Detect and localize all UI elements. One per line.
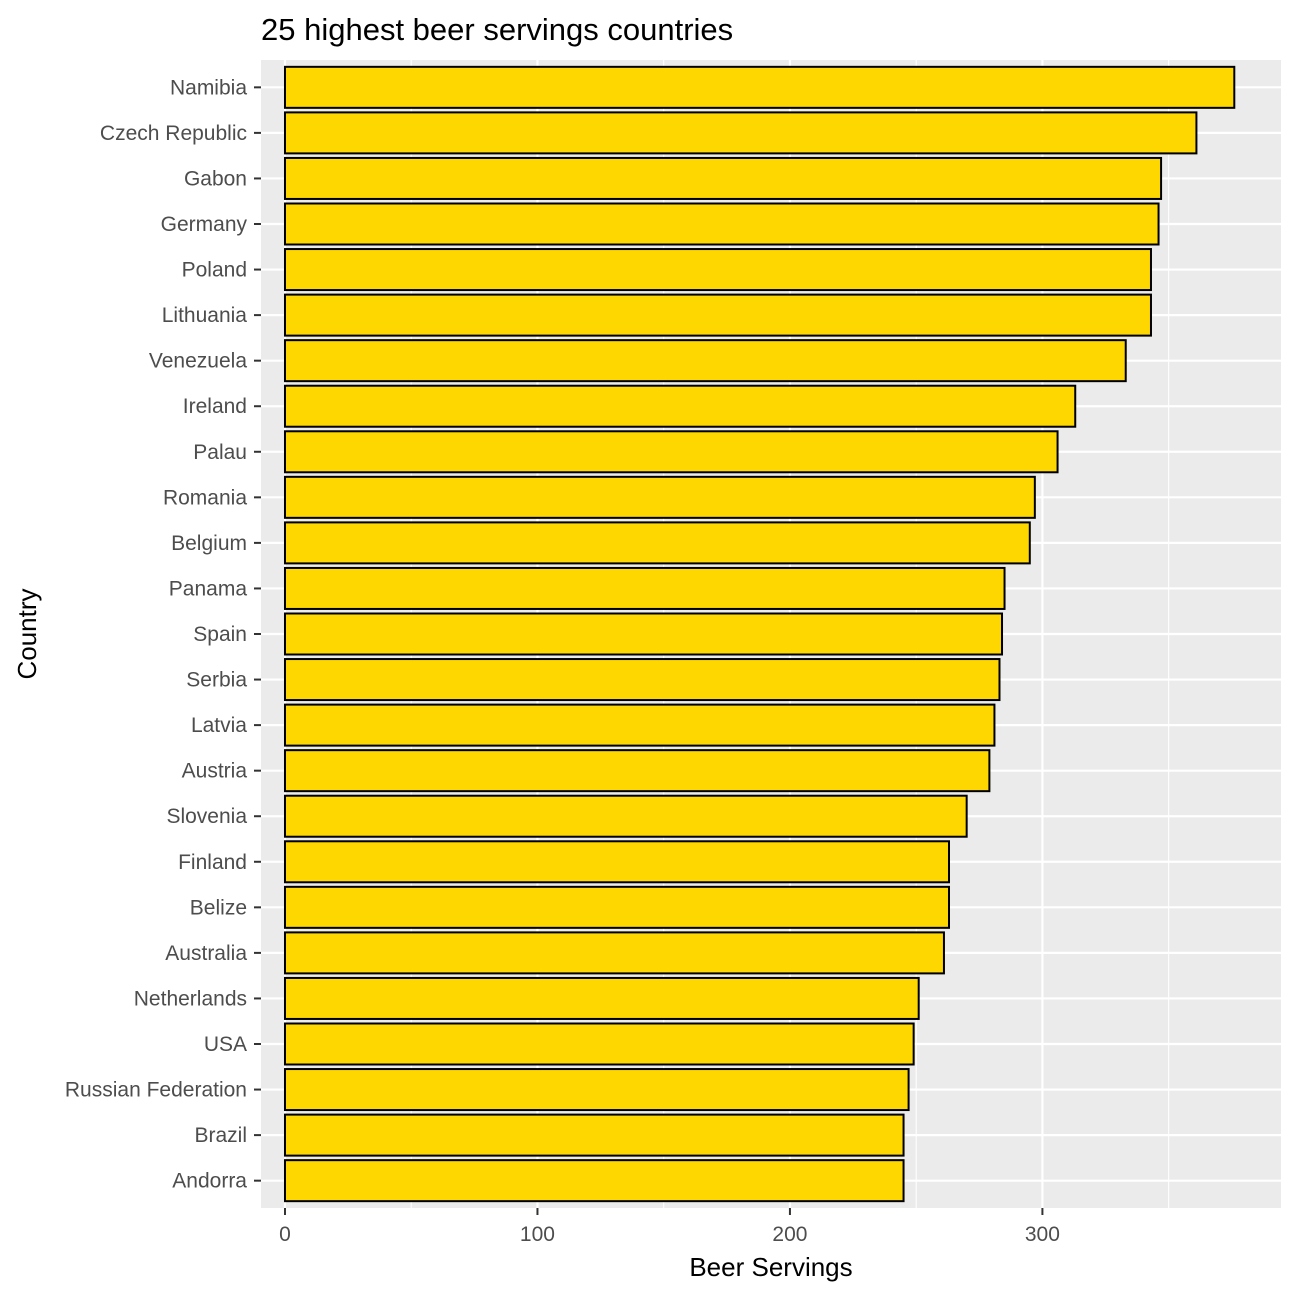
y-tick-label: Andorra xyxy=(172,1170,247,1193)
bar xyxy=(283,1159,905,1203)
bar xyxy=(283,156,1163,200)
y-tick-label: Lithuania xyxy=(162,304,248,327)
bar xyxy=(283,339,1127,383)
bar xyxy=(283,794,968,838)
bar xyxy=(283,1113,905,1157)
bar xyxy=(283,111,1198,155)
bar xyxy=(283,749,991,793)
y-tick-label: Serbia xyxy=(186,669,247,692)
y-tick-label: Latvia xyxy=(191,714,247,737)
bar xyxy=(283,612,1004,656)
bar xyxy=(283,430,1059,474)
bar xyxy=(283,703,996,747)
y-tick-label: Czech Republic xyxy=(100,122,247,145)
y-tick-label: Russian Federation xyxy=(65,1079,247,1102)
y-axis: Namibia Czech Republic Gabon Germany Poland L… xyxy=(65,76,261,1193)
y-tick-label: Belgium xyxy=(171,532,247,555)
y-tick-label: Germany xyxy=(161,213,248,236)
y-tick-label: Netherlands xyxy=(134,987,247,1010)
x-tick-label: 100 xyxy=(520,1223,555,1246)
bar xyxy=(283,521,1031,565)
bar xyxy=(283,384,1077,428)
y-tick-label: Spain xyxy=(193,623,247,646)
y-tick-label: Poland xyxy=(182,259,247,282)
bar xyxy=(283,293,1152,337)
y-tick-label: Australia xyxy=(165,942,247,965)
bar xyxy=(283,475,1036,519)
bar xyxy=(283,65,1236,109)
y-tick-label: Finland xyxy=(178,851,247,874)
y-tick-label: Romania xyxy=(163,486,247,509)
y-tick-label: USA xyxy=(204,1033,247,1056)
x-axis: 0 100 200 300 xyxy=(279,1208,1060,1246)
bar xyxy=(283,931,945,975)
bar xyxy=(283,566,1006,610)
bar xyxy=(283,976,920,1020)
bars xyxy=(283,65,1236,1203)
y-axis-title: Country xyxy=(12,588,42,679)
x-tick-label: 200 xyxy=(772,1223,807,1246)
y-tick-label: Gabon xyxy=(184,167,247,190)
bar xyxy=(283,885,950,929)
y-tick-label: Austria xyxy=(182,760,248,783)
y-tick-label: Palau xyxy=(193,441,247,464)
bar xyxy=(283,248,1152,292)
bar xyxy=(283,1022,915,1066)
x-tick-label: 300 xyxy=(1025,1223,1060,1246)
bar xyxy=(283,1068,910,1112)
y-tick-label: Namibia xyxy=(170,76,247,99)
y-tick-label: Brazil xyxy=(194,1124,247,1147)
y-tick-label: Belize xyxy=(190,896,247,919)
y-tick-label: Ireland xyxy=(183,395,247,418)
bar xyxy=(283,658,1001,702)
chart-title: 25 highest beer servings countries xyxy=(261,12,733,47)
x-tick-label: 0 xyxy=(279,1223,291,1246)
bar xyxy=(283,202,1160,246)
y-tick-label: Venezuela xyxy=(149,350,247,373)
bar xyxy=(283,840,950,884)
x-axis-title: Beer Servings xyxy=(689,1252,852,1282)
y-tick-label: Panama xyxy=(169,577,248,600)
y-tick-label: Slovenia xyxy=(166,805,247,828)
